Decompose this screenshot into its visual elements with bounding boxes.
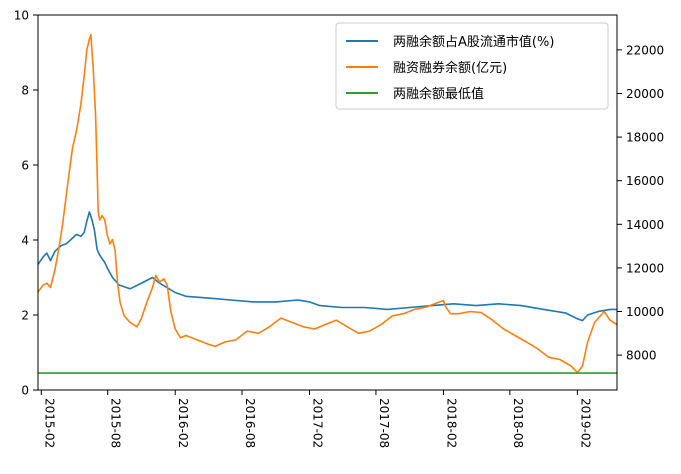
right-tick-label-3: 14000	[626, 218, 664, 232]
left-tick-label-4: 8	[21, 84, 29, 98]
right-tick-label-7: 22000	[626, 43, 664, 57]
right-tick-label-1: 10000	[626, 305, 664, 319]
right-tick-label-5: 18000	[626, 131, 664, 145]
legend: 两融余额占A股流通市值(%) 融资融券余额(亿元) 两融余额最低值	[335, 22, 609, 110]
series-line-ratio	[37, 211, 617, 322]
x-tick-label-8: 2019-02	[578, 398, 592, 448]
x-tick-label-4: 2017-02	[311, 398, 325, 448]
left-tick-label-2: 4	[21, 234, 29, 248]
left-tick-label-5: 10	[14, 9, 29, 23]
x-tick-label-7: 2018-08	[511, 398, 525, 448]
x-tick-label-6: 2018-02	[444, 398, 458, 448]
x-tick-label-0: 2015-02	[42, 398, 56, 448]
x-tick-label-5: 2017-08	[377, 398, 391, 448]
right-tick-label-4: 16000	[626, 174, 664, 188]
series-lines	[37, 33, 618, 374]
right-tick-label-6: 20000	[626, 87, 664, 101]
left-tick-label-3: 6	[21, 159, 29, 173]
series-line-balance	[37, 33, 618, 374]
legend-box	[335, 22, 609, 110]
x-tick-label-1: 2015-08	[109, 398, 123, 448]
x-tick-label-3: 2016-08	[243, 398, 257, 448]
plot-frame	[37, 14, 618, 391]
axis-ticks: 0 2 4 6 8 10 8000 10000 12000 14000 16000 18000 2000…	[14, 9, 664, 449]
x-tick-label-2: 2016-02	[176, 398, 190, 448]
legend-label-balance: 融资融券余额(亿元)	[393, 60, 507, 76]
right-tick-label-2: 12000	[626, 261, 664, 275]
legend-label-ratio: 两融余额占A股流通市值(%)	[393, 34, 554, 50]
right-tick-label-0: 8000	[626, 349, 657, 363]
left-tick-label-1: 2	[21, 309, 29, 323]
left-tick-label-0: 0	[21, 384, 29, 398]
legend-label-min: 两融余额最低值	[393, 86, 484, 102]
